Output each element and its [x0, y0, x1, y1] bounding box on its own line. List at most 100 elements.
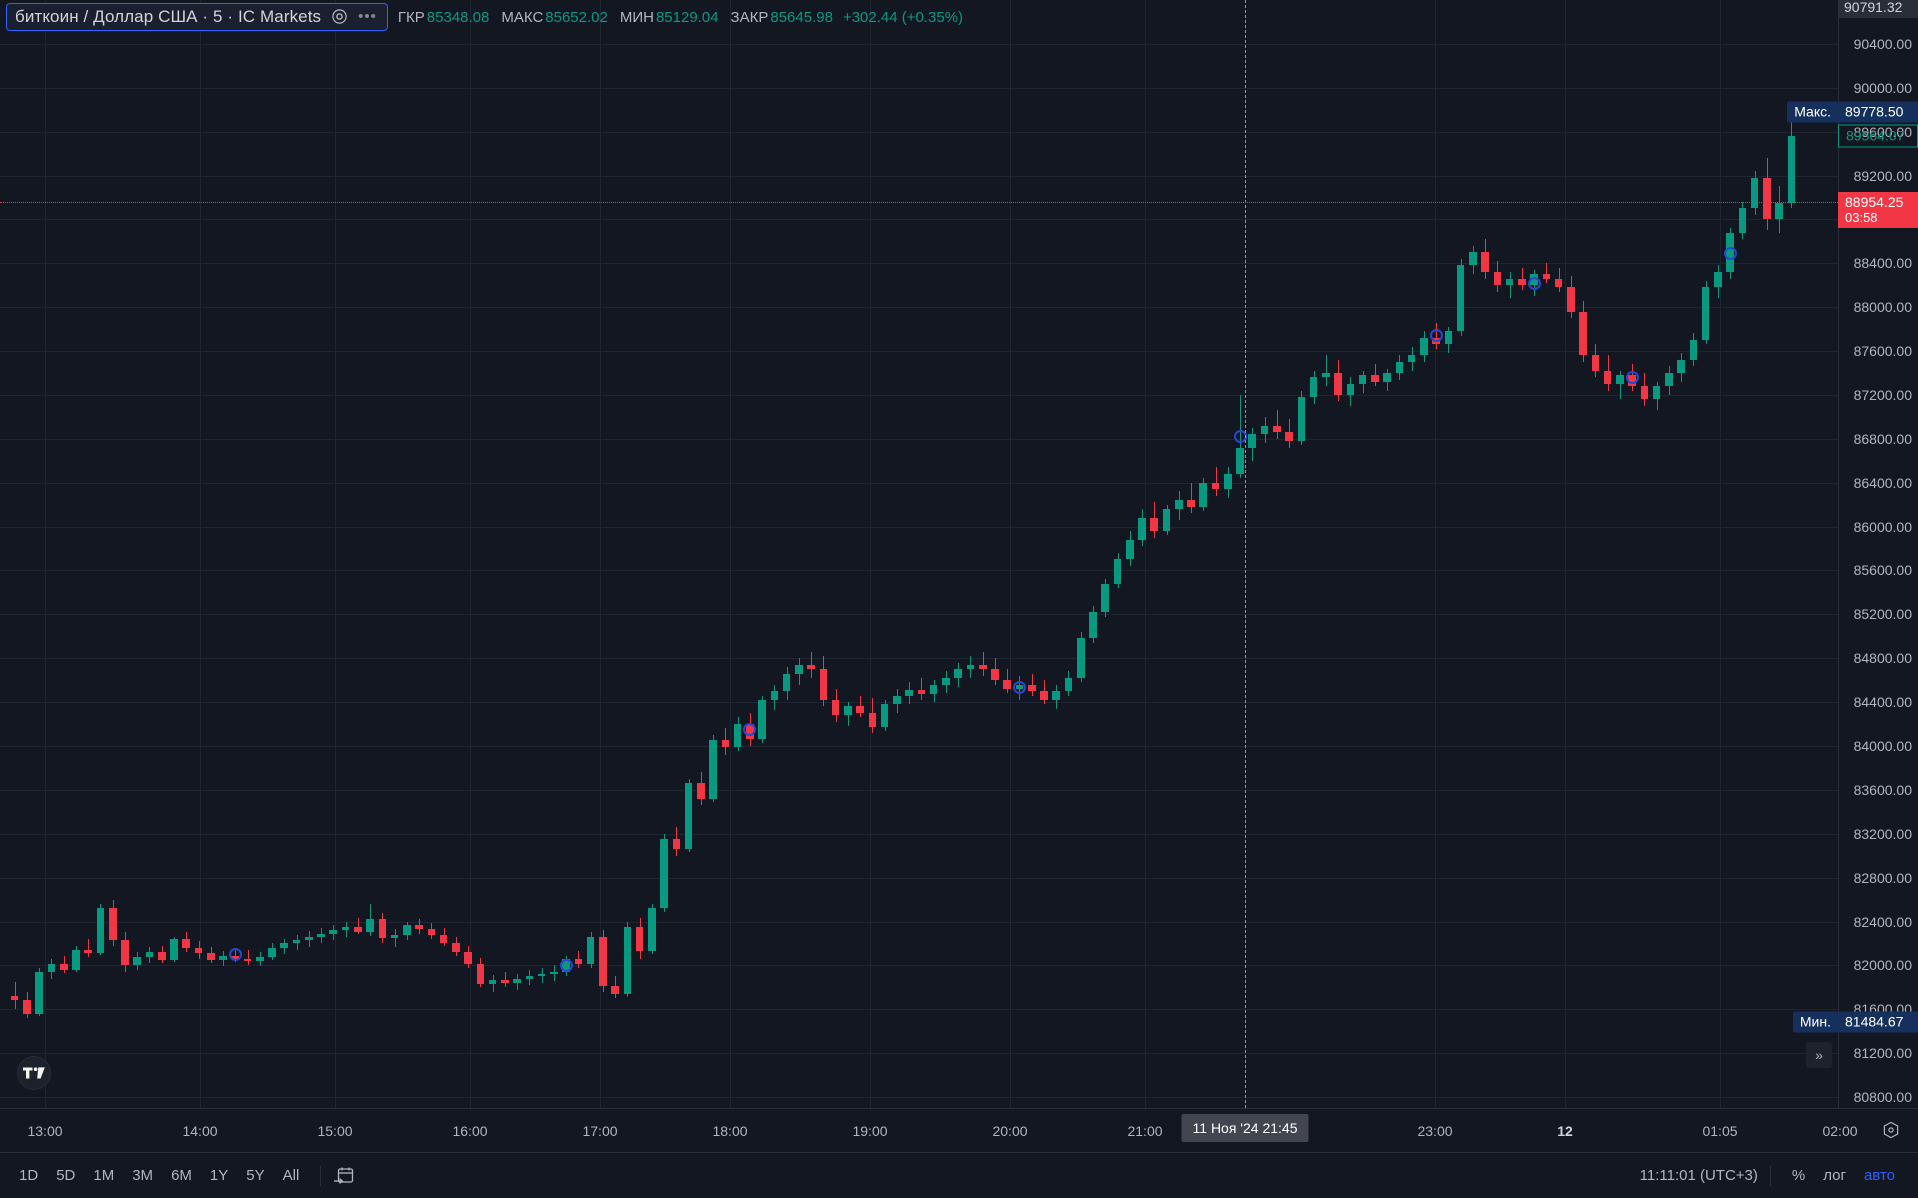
price-tick: 82400.00	[1853, 913, 1912, 930]
candle-body	[59, 964, 68, 970]
candle-body	[1199, 482, 1208, 507]
range-button-1m[interactable]: 1M	[93, 1167, 115, 1184]
range-button-1y[interactable]: 1Y	[209, 1167, 229, 1184]
price-tick: 87600.00	[1853, 343, 1912, 360]
price-axis[interactable]: 90791.32 90400.00 90000.00 89600.00 89200.0…	[1787, 0, 1918, 1108]
range-button-1d[interactable]: 1D	[19, 1167, 39, 1184]
candle-body	[390, 934, 399, 938]
vertical-gridline	[870, 0, 871, 1108]
candle-body	[1579, 311, 1587, 356]
current-price-line	[0, 202, 1838, 204]
price-tick: 84000.00	[1853, 737, 1912, 754]
price-tick: 89600.00	[1853, 123, 1912, 140]
trade-marker	[1625, 370, 1639, 384]
vertical-gridline	[1720, 0, 1721, 1108]
candle-body	[537, 974, 546, 977]
candle-body	[170, 939, 178, 960]
candle-body	[280, 943, 289, 948]
candle-body	[96, 908, 105, 954]
candle-body	[611, 986, 619, 994]
candle-body	[304, 936, 313, 941]
trade-marker	[228, 948, 242, 962]
candle-wick	[358, 918, 359, 934]
price-tick: 80800.00	[1853, 1089, 1912, 1106]
time-axis[interactable]: 13:00 14:00 15:00 16:00 17:00 18:00 19:00 20:00…	[0, 1108, 1918, 1152]
candle-body	[1456, 265, 1465, 332]
vertical-gridline	[335, 0, 336, 1108]
price-tick: 84400.00	[1853, 694, 1912, 711]
ohlc-value-close: 85645.98	[770, 8, 833, 26]
chart-pane[interactable]: »	[0, 0, 1838, 1108]
horizontal-gridline	[0, 307, 1838, 309]
goto-date-icon[interactable]	[333, 1166, 355, 1186]
time-tick: 12	[1557, 1123, 1573, 1139]
toolbar-divider-right	[1769, 1165, 1771, 1186]
candle-body	[513, 978, 521, 983]
candle-body	[501, 979, 509, 983]
expand-pane-icon[interactable]: »	[1806, 1042, 1832, 1068]
auto-scale-button[interactable]: авто	[1863, 1167, 1895, 1184]
candle-body	[991, 669, 999, 681]
candle-wick	[64, 955, 65, 974]
grid-layer	[0, 0, 1838, 1108]
candle-body	[1174, 500, 1183, 509]
candle-body	[1420, 337, 1428, 356]
high-price-label: 89778.50	[1838, 101, 1918, 123]
current-price-label[interactable]: 88954.25 03:58	[1838, 192, 1918, 229]
range-button-5d[interactable]: 5D	[56, 1167, 76, 1184]
range-button-all[interactable]: All	[282, 1167, 300, 1184]
candle-body	[1750, 177, 1759, 209]
candle-body	[525, 976, 534, 979]
candle-body	[219, 955, 227, 960]
price-tick: 89200.00	[1853, 167, 1912, 184]
log-scale-button[interactable]: лог	[1823, 1167, 1846, 1184]
candle-wick	[1191, 482, 1192, 514]
percent-scale-button[interactable]: %	[1791, 1167, 1806, 1184]
candle-body	[905, 690, 913, 696]
horizontal-gridline	[0, 526, 1838, 528]
candle-body	[1334, 372, 1342, 395]
horizontal-gridline	[0, 877, 1838, 879]
ohlc-change: +302.44 (+0.35%)	[842, 8, 964, 26]
toolbar-right-group: 11:11:01 (UTC+3) % лог авто	[1640, 1163, 1918, 1188]
candle-body	[1138, 517, 1146, 540]
candle-body	[194, 947, 203, 954]
chart-settings-icon[interactable]	[1882, 1121, 1900, 1144]
candle-body	[1714, 272, 1722, 288]
time-tick: 21:00	[1127, 1123, 1163, 1139]
candle-body	[1763, 177, 1771, 220]
candle-body	[1285, 432, 1293, 441]
horizontal-gridline	[0, 87, 1838, 89]
candle-body	[1652, 386, 1661, 400]
high-marker-tag: Макс.	[1787, 101, 1838, 123]
horizontal-gridline	[0, 745, 1838, 747]
candle-body	[1322, 372, 1330, 378]
clock-label: 11:11:01 (UTC+3)	[1639, 1167, 1758, 1184]
price-tick: 87200.00	[1853, 386, 1912, 403]
candle-body	[1505, 278, 1514, 286]
candle-body	[1236, 447, 1244, 474]
trade-marker	[1429, 329, 1443, 343]
candle-body	[868, 713, 877, 728]
more-options-icon[interactable]: •••	[358, 7, 377, 25]
horizontal-gridline	[0, 789, 1838, 791]
trade-marker	[1527, 276, 1541, 290]
candle-body	[893, 695, 901, 705]
time-range-buttons: 1D 5D 1M 3M 6M 1Y 5Y All	[0, 1163, 308, 1188]
candle-body	[35, 971, 43, 1014]
range-button-3m[interactable]: 3M	[132, 1167, 154, 1184]
candle-body	[1481, 252, 1489, 273]
horizontal-gridline	[0, 921, 1838, 923]
candle-body	[317, 933, 325, 937]
eye-icon[interactable]	[331, 8, 348, 25]
symbol-selector[interactable]: биткоин / Доллар США · 5 · IC Markets ••…	[6, 3, 388, 31]
range-button-5y[interactable]: 5Y	[246, 1167, 265, 1184]
candle-body	[1187, 500, 1195, 507]
candle-body	[1787, 135, 1796, 203]
candle-body	[1603, 370, 1612, 384]
candle-body	[880, 704, 889, 728]
candle-body	[1076, 638, 1085, 678]
horizontal-gridline	[0, 43, 1838, 45]
range-button-6m[interactable]: 6M	[171, 1167, 192, 1184]
candle-body	[1567, 287, 1575, 312]
